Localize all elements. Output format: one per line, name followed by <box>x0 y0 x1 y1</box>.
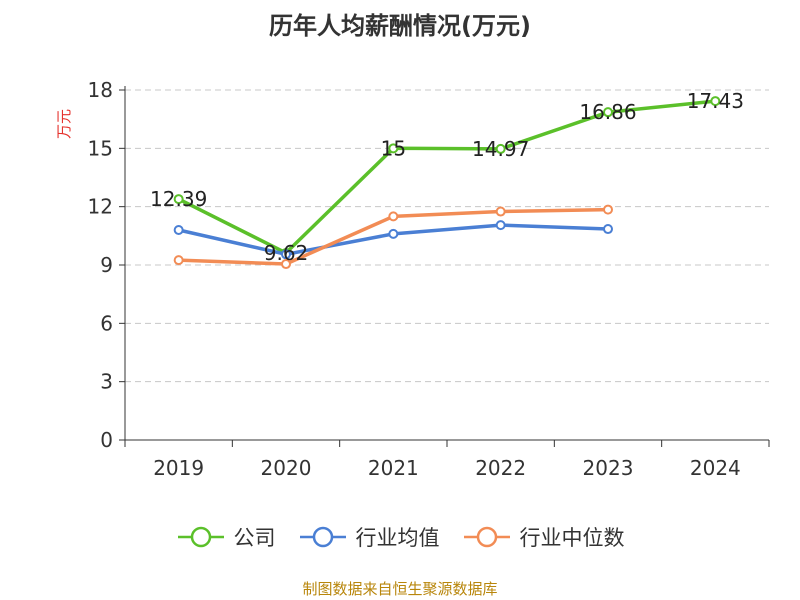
data-point <box>495 220 506 231</box>
data-point <box>281 259 291 270</box>
series-line-0 <box>177 99 716 255</box>
y-tick-label: 18 <box>88 78 113 102</box>
y-tick-label: 9 <box>100 253 113 277</box>
y-tick-label: 12 <box>88 195 113 219</box>
grid-layer <box>125 89 769 383</box>
data-point <box>388 143 399 154</box>
data-point <box>173 255 184 266</box>
data-point <box>603 204 613 215</box>
legend-item[interactable]: 公司 <box>176 522 276 552</box>
legend-swatch-icon <box>177 526 224 548</box>
data-label: 15 <box>381 136 406 160</box>
legend-label: 行业均值 <box>355 526 440 550</box>
legend-item[interactable]: 行业均值 <box>298 522 440 552</box>
data-point <box>495 206 506 217</box>
data-label-layer: 12.39 9.62 15 14.97 16.86 17.43 <box>150 89 744 265</box>
data-point <box>173 194 184 205</box>
legend-label: 公司 <box>233 526 276 550</box>
data-point <box>388 211 399 222</box>
data-point <box>603 107 613 118</box>
y-axis-label: 万元 <box>55 109 73 139</box>
data-label: 16.86 <box>579 100 636 124</box>
data-point <box>710 96 721 107</box>
data-point <box>603 224 613 235</box>
y-tick-label: 6 <box>100 311 113 335</box>
data-label: 12.39 <box>150 187 207 211</box>
legend-label: 行业中位数 <box>519 526 625 550</box>
x-tick-label: 2023 <box>583 456 634 480</box>
legend-marker <box>312 526 333 548</box>
legend-item[interactable]: 行业中位数 <box>462 522 625 552</box>
data-point <box>173 225 184 235</box>
axis-layer: 0 3 6 9 12 15 18 2019 2020 2021 2022 2023 2024 万元 <box>55 78 770 480</box>
data-label: 14.97 <box>472 137 529 161</box>
x-tick-label: 2019 <box>153 456 204 480</box>
x-tick-label: 2021 <box>368 456 419 480</box>
data-point <box>281 249 291 260</box>
legend: 公司 行业均值 行业中位数 <box>0 520 800 554</box>
chart-title: 历年人均薪酬情况(万元) <box>269 12 531 40</box>
data-label: 17.43 <box>687 89 744 113</box>
x-tick-label: 2024 <box>690 456 741 480</box>
legend-swatch-icon <box>463 526 510 548</box>
series-layer <box>173 96 721 270</box>
legend-marker <box>476 526 497 548</box>
data-point <box>495 143 506 154</box>
y-tick-label: 15 <box>88 136 113 160</box>
data-label: 9.62 <box>264 241 309 265</box>
source-note: 制图数据来自恒生聚源数据库 <box>302 580 498 598</box>
y-tick-label: 3 <box>100 370 113 394</box>
x-tick-label: 2020 <box>261 456 312 480</box>
legend-marker <box>190 526 211 548</box>
data-point <box>388 228 399 239</box>
y-tick-label: 0 <box>100 428 113 452</box>
legend-swatch-icon <box>299 526 346 548</box>
x-tick-label: 2022 <box>475 456 526 480</box>
